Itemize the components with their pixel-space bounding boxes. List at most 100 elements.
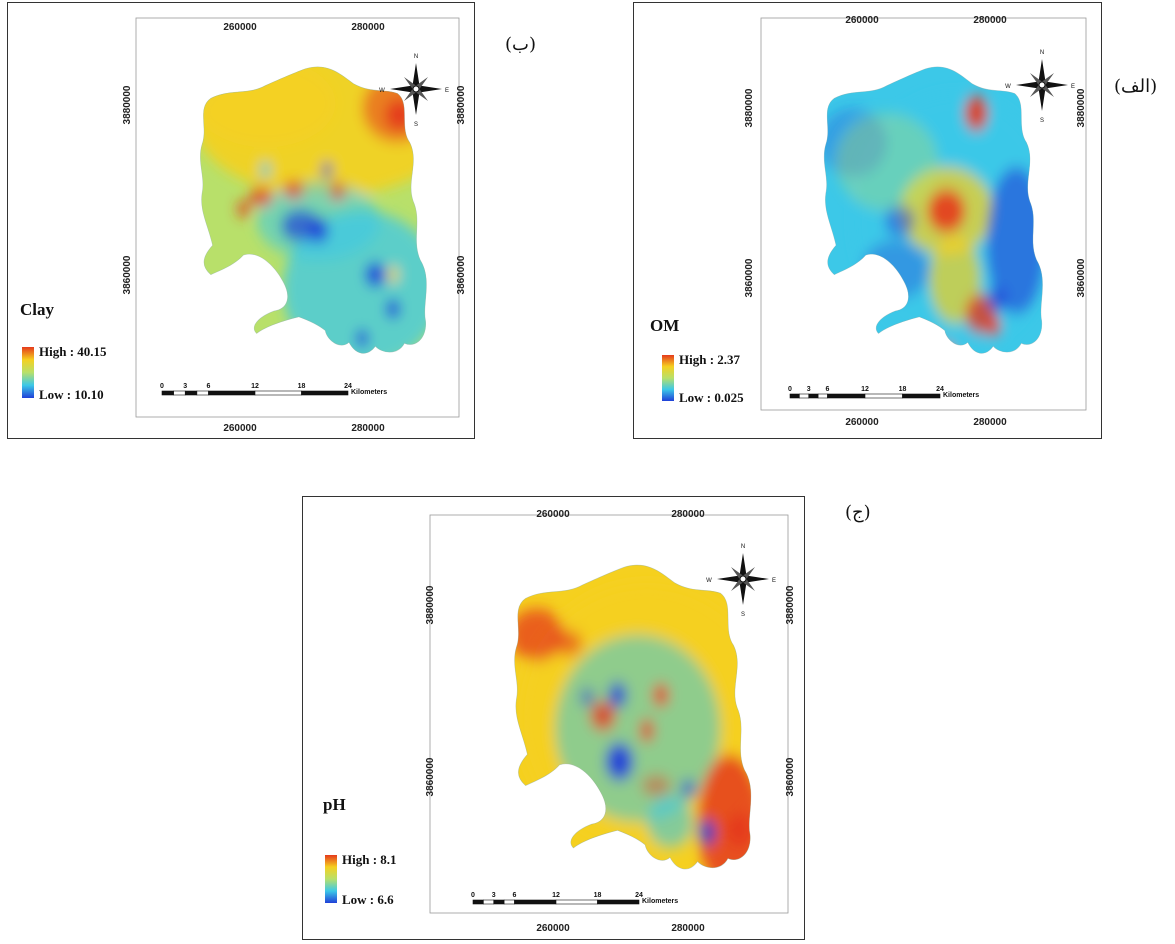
scale-tick-label: 0 — [788, 386, 792, 393]
value-hotspot — [861, 240, 930, 300]
scale-tick-label: 3 — [183, 383, 187, 390]
compass-s-label: S — [414, 122, 418, 128]
scale-tick-label: 18 — [899, 386, 907, 393]
map-neatline — [760, 17, 1087, 411]
y-tick-label: 3860000 — [456, 255, 467, 294]
legend-low-label: Low : 0.025 — [679, 390, 744, 405]
scale-tick-label: 24 — [936, 386, 944, 393]
value-hotspot — [283, 180, 305, 199]
value-hotspot — [641, 775, 671, 796]
compass-n-label: N — [1040, 50, 1044, 56]
value-hotspot — [681, 780, 696, 798]
y-tick-label: 3880000 — [785, 585, 796, 624]
legend-high-label: High : 2.37 — [679, 352, 741, 367]
scale-tick-label: 0 — [471, 892, 475, 899]
value-hotspot — [589, 701, 616, 731]
value-hotspot — [386, 267, 400, 282]
scale-tick-label: 18 — [298, 383, 306, 390]
scale-tick-label: 12 — [861, 386, 869, 393]
y-tick-label: 3860000 — [122, 255, 133, 294]
value-hotspot — [259, 162, 272, 177]
panel-label-om: (الف) — [1114, 76, 1158, 97]
x-tick-label: 260000 — [845, 15, 879, 26]
interpolation-surface — [200, 66, 427, 354]
scale-tick-label: 12 — [251, 383, 259, 390]
x-tick-label: 260000 — [223, 423, 257, 434]
value-hotspot — [938, 343, 956, 354]
variable-title: OM — [650, 316, 679, 335]
legend-high-label: High : 40.15 — [39, 344, 107, 359]
scale-tick-label: 18 — [594, 892, 602, 899]
value-hotspot — [647, 796, 693, 848]
north-arrow-icon: N S E W — [379, 54, 449, 128]
scale-unit-label: Kilometers — [351, 389, 387, 396]
variable-title: pH — [323, 795, 346, 814]
value-hotspot — [927, 189, 966, 233]
value-hotspot — [579, 688, 595, 706]
y-tick-label: 3880000 — [456, 85, 467, 124]
compass-n-label: N — [414, 54, 418, 60]
value-hotspot — [605, 742, 634, 781]
compass-e-label: E — [772, 578, 776, 584]
compass-e-label: E — [445, 88, 449, 94]
scale-tick-label: 3 — [807, 386, 811, 393]
compass-s-label: S — [741, 612, 745, 618]
value-hotspot — [248, 186, 274, 207]
x-tick-label: 260000 — [845, 417, 879, 428]
compass-w-label: W — [1005, 84, 1011, 90]
scale-tick-label: 6 — [207, 383, 211, 390]
x-tick-label: 260000 — [536, 509, 570, 520]
legend-color-ramp — [22, 347, 34, 398]
map-panel-clay: 260000 280000 260000 280000 3880000 3860000 38… — [7, 2, 475, 439]
scale-unit-label: Kilometers — [943, 392, 979, 399]
x-tick-label: 260000 — [223, 22, 257, 33]
compass-w-label: W — [379, 88, 385, 94]
value-hotspot — [307, 218, 329, 243]
compass-s-label: S — [1040, 118, 1044, 124]
value-hotspot — [364, 262, 386, 287]
x-tick-label: 280000 — [671, 509, 705, 520]
map-neatline — [429, 514, 789, 914]
y-tick-label: 3880000 — [425, 585, 436, 624]
scale-tick-label: 6 — [513, 892, 517, 899]
legend-color-ramp — [325, 855, 337, 903]
value-hotspot — [633, 863, 652, 870]
x-tick-label: 260000 — [536, 923, 570, 934]
value-hotspot — [385, 300, 401, 318]
scale-tick-label: 24 — [344, 383, 352, 390]
value-hotspot — [987, 287, 1008, 311]
scale-tick-label: 0 — [160, 383, 164, 390]
scale-tick-label: 24 — [635, 892, 643, 899]
compass-w-label: W — [706, 578, 712, 584]
scale-tick-label: 3 — [492, 892, 496, 899]
scale-unit-label: Kilometers — [642, 898, 678, 905]
scale-tick-label: 12 — [552, 892, 560, 899]
value-hotspot — [236, 201, 251, 217]
legend-high-label: High : 8.1 — [342, 852, 397, 867]
y-tick-label: 3880000 — [744, 88, 755, 127]
value-hotspot — [385, 99, 414, 131]
legend-low-label: Low : 10.10 — [39, 387, 104, 402]
value-hotspot — [320, 162, 334, 177]
legend-color-ramp — [662, 355, 674, 401]
value-hotspot — [329, 182, 346, 201]
y-tick-label: 3860000 — [785, 757, 796, 796]
y-tick-label: 3880000 — [122, 85, 133, 124]
y-tick-label: 3880000 — [1076, 88, 1087, 127]
panel-label-ph: (ج) — [845, 502, 871, 523]
x-tick-label: 280000 — [973, 15, 1007, 26]
value-hotspot — [726, 813, 751, 847]
value-hotspot — [514, 608, 565, 661]
value-hotspot — [639, 719, 655, 742]
value-hotspot — [200, 66, 336, 148]
y-tick-label: 3860000 — [425, 757, 436, 796]
value-hotspot — [697, 819, 716, 845]
x-tick-label: 280000 — [351, 423, 385, 434]
value-hotspot — [929, 235, 981, 324]
value-hotspot — [964, 95, 989, 131]
north-arrow-icon: N S E W — [1005, 50, 1075, 124]
map-clay: 260000 280000 260000 280000 3880000 3860000 38… — [20, 17, 467, 434]
interpolation-surface — [514, 564, 752, 870]
